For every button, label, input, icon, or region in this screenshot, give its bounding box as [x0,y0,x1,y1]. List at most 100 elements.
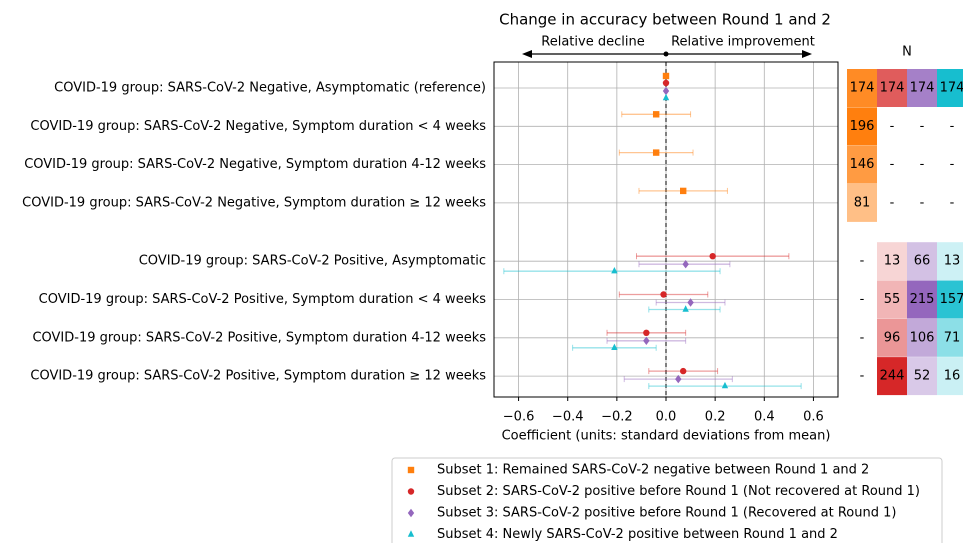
marker [611,343,618,350]
marker [407,466,415,474]
marker [660,291,667,298]
cell-text: - [890,157,895,172]
cell-text: 174 [850,81,875,96]
cell-text: - [860,330,865,345]
cell-text: 96 [884,330,901,345]
x-tick-label: 0.6 [803,410,824,425]
heat-cell [937,69,963,107]
marker [643,336,650,345]
marker [709,253,716,260]
heat-cell [907,242,937,281]
heat-cell [847,145,877,184]
cell-text: 146 [850,157,875,172]
legend-label: Subset 3: SARS-CoV-2 positive before Rou… [437,506,896,521]
x-tick-label: −0.2 [601,410,633,425]
heat-cell [907,280,937,319]
x-axis-label: Coefficient (units: standard deviations … [502,429,831,444]
legend [391,457,943,543]
x-tick-label: −0.4 [552,410,584,425]
marker [662,79,670,87]
legend-label: Subset 4: Newly SARS-CoV-2 positive betw… [437,527,838,542]
row-label: COVID-19 group: SARS-CoV-2 Positive, Asy… [139,254,486,269]
cell-text: 13 [884,254,901,269]
marker [611,267,618,274]
x-tick-label: −0.6 [503,410,535,425]
marker [662,93,670,101]
cell-text: - [860,369,865,384]
cell-text: 157 [940,292,963,307]
marker [721,381,729,389]
cell-text: 66 [914,254,931,269]
heat-cell [907,318,937,357]
cell-text: - [920,157,925,172]
cell-text: 174 [940,81,963,96]
heat-cell [937,357,963,396]
direction-arrows [522,50,812,58]
row-label: COVID-19 group: SARS-CoV-2 Positive, Sym… [39,292,487,307]
cell-text: - [950,157,955,172]
cell-text: - [860,292,865,307]
cell-text: - [920,119,925,134]
heat-cell [847,183,877,222]
cell-text: 81 [854,195,871,210]
marker [407,530,415,537]
row-label: COVID-19 group: SARS-CoV-2 Positive, Sym… [30,369,486,384]
row-label: COVID-19 group: SARS-CoV-2 Negative, Asy… [54,81,486,96]
cell-text: - [950,195,955,210]
marker [407,488,415,495]
cell-text: 52 [914,369,931,384]
x-tick-label: 0.4 [754,410,775,425]
row-label: COVID-19 group: SARS-CoV-2 Negative, Sym… [22,195,486,210]
cell-text: 16 [944,369,961,384]
cell-text: - [920,195,925,210]
row-label: COVID-19 group: SARS-CoV-2 Negative, Sym… [30,119,486,134]
heat-cell [847,107,877,146]
marker [680,367,687,375]
heat-cell [877,69,907,107]
marker [643,329,650,336]
marker [662,86,670,96]
marker [682,305,689,312]
heat-cell [877,318,907,357]
row-label: COVID-19 group: SARS-CoV-2 Positive, Sym… [32,330,486,345]
cell-text: 71 [944,330,961,345]
cell-text: 196 [850,119,875,134]
cell-text: 244 [880,369,905,384]
marker [680,187,687,195]
heat-cell [937,242,963,281]
marker [682,260,689,269]
cell-text: - [860,254,865,269]
x-tick-label: 0.2 [705,410,726,425]
heat-cell [877,242,907,281]
marker [652,149,660,156]
marker [687,298,694,307]
marker [675,374,682,384]
x-tick-label: 0.0 [656,410,677,425]
heat-cell [907,69,937,107]
marker [407,508,415,518]
heat-cell [877,280,907,319]
legend-label: Subset 2: SARS-CoV-2 positive before Rou… [437,484,920,499]
cell-text: 55 [884,292,901,307]
cell-text: 215 [910,292,935,307]
cell-text: 174 [880,81,905,96]
marker [652,111,660,118]
chart-title: Change in accuracy between Round 1 and 2 [499,11,831,29]
cell-text: - [890,119,895,134]
row-label: COVID-19 group: SARS-CoV-2 Negative, Sym… [24,157,486,172]
marker [662,72,670,80]
cell-text: - [950,119,955,134]
annotation: Relative decline [541,35,644,50]
heat-cell [937,318,963,357]
cell-text: 174 [910,81,935,96]
cell-text: - [890,195,895,210]
heat-cell [937,280,963,319]
cell-text: 13 [944,254,961,269]
cell-text: 106 [910,330,935,345]
plot-frame [493,61,839,398]
heat-cell [847,69,877,107]
annotation: Relative improvement [671,35,815,50]
table-title: N [902,45,912,60]
legend-label: Subset 1: Remained SARS-CoV-2 negative b… [437,463,869,478]
